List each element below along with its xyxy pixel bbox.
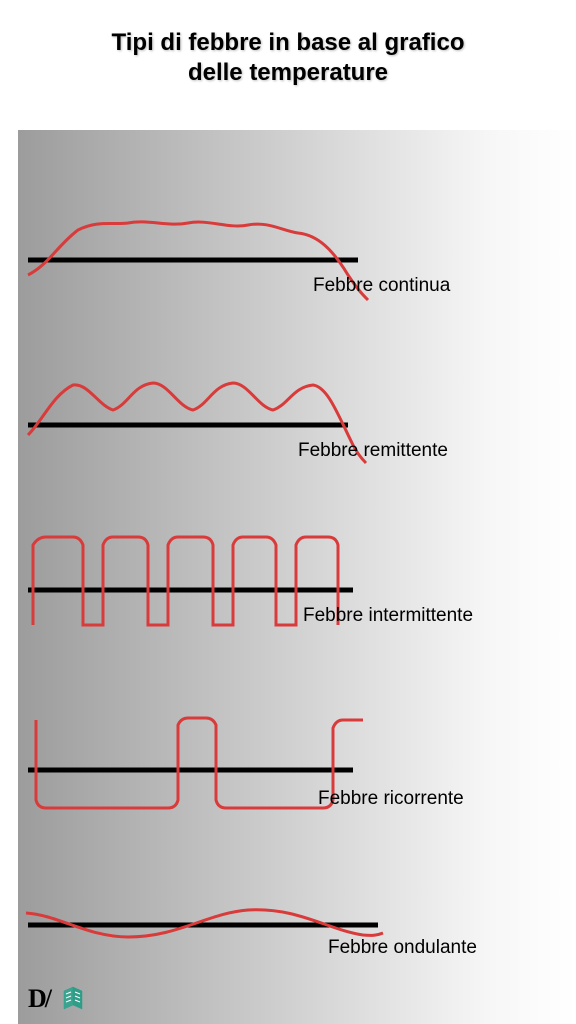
curve [36, 718, 363, 808]
logo-d-icon: D/ [28, 984, 50, 1014]
book-icon [60, 985, 88, 1013]
label-intermittente: Febbre intermittente [303, 605, 473, 627]
page-title: Tipi di febbre in base al grafico delle … [0, 0, 576, 106]
curve [33, 537, 338, 625]
label-remittente: Febbre remittente [298, 440, 448, 462]
diagram-continua: Febbre continua [18, 195, 576, 315]
label-continua: Febbre continua [313, 275, 450, 297]
chart-intermittente [18, 525, 418, 655]
label-ricorrente: Febbre ricorrente [318, 788, 464, 810]
title-line-2: delle temperature [40, 58, 536, 88]
diagram-ricorrente: Febbre ricorrente [18, 710, 576, 840]
diagram-intermittente: Febbre intermittente [18, 525, 576, 655]
chart-ricorrente [18, 710, 418, 840]
logo-area: D/ [28, 984, 88, 1014]
chart-continua [18, 195, 418, 315]
title-line-1: Tipi di febbre in base al grafico [40, 28, 536, 58]
label-ondulante: Febbre ondulante [328, 937, 477, 959]
diagram-remittente: Febbre remittente [18, 365, 576, 475]
diagram-ondulante: Febbre ondulante [18, 895, 576, 965]
